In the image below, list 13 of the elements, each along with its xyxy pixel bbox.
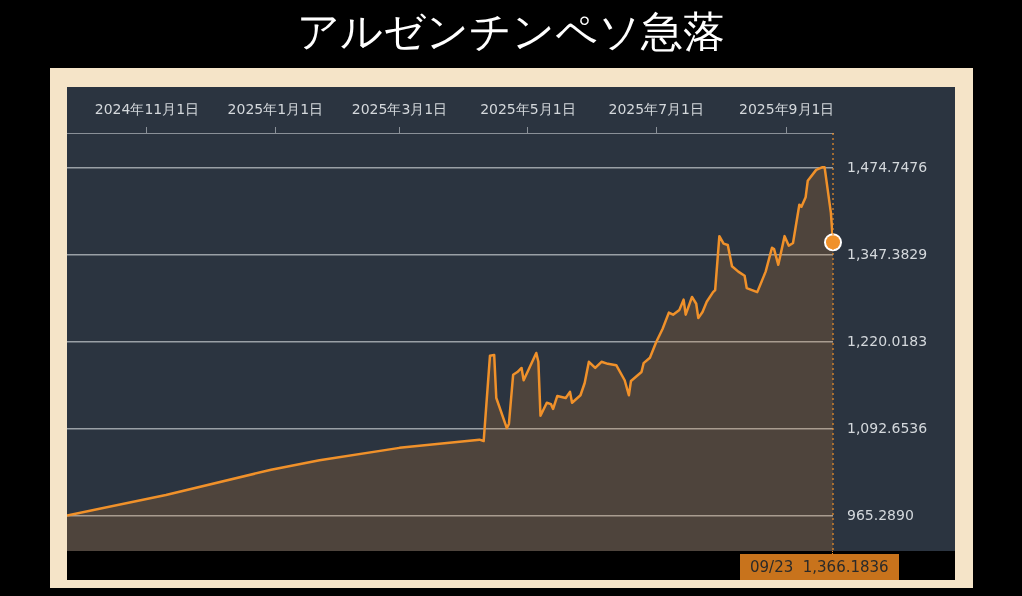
y-tick-label: 965.2890 bbox=[847, 506, 914, 523]
x-tick-label: 2025年9月1日 bbox=[738, 101, 835, 118]
y-tick-label: 1,347.3829 bbox=[847, 245, 928, 262]
x-tick-label: 2024年11月1日 bbox=[94, 101, 200, 118]
text: 09/23 1,366.1836 bbox=[740, 554, 899, 580]
x-tick-label: 2025年1月1日 bbox=[227, 101, 324, 118]
x-tick-label: 2025年3月1日 bbox=[351, 101, 448, 118]
chart-title: アルゼンチンペソ急落 bbox=[296, 6, 726, 58]
y-tick-label: 1,092.6536 bbox=[847, 419, 928, 436]
y-tick-label: 1,474.7476 bbox=[847, 158, 928, 175]
x-tick-label: 2025年7月1日 bbox=[608, 101, 704, 118]
y-tick-label: 1,220.0183 bbox=[847, 332, 928, 349]
x-tick-label: 2025年5月1日 bbox=[480, 101, 576, 118]
